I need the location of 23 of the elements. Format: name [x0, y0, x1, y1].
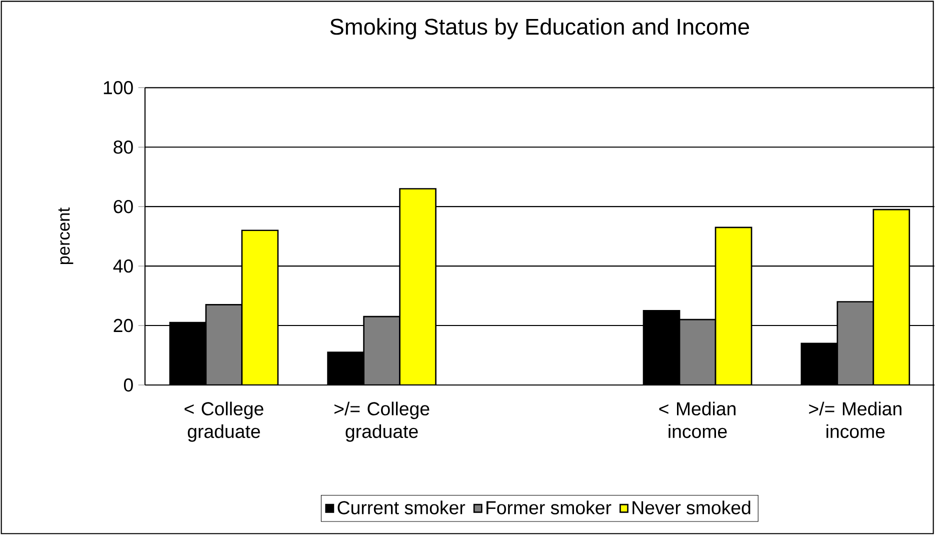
bar: [714, 226, 752, 385]
bar: [872, 208, 910, 385]
legend-label: Current smoker: [338, 500, 466, 514]
y-tick-label: 60: [114, 200, 133, 214]
x-tick-label: >/= College graduate: [334, 402, 430, 442]
bar: [678, 318, 716, 385]
legend-label: Never smoked: [632, 500, 750, 514]
x-tick-label: < Median income: [659, 402, 736, 438]
chart-title: Smoking Status by Education and Income: [330, 18, 750, 40]
x-tick-label: < College graduate: [184, 402, 264, 442]
bar: [205, 304, 243, 385]
y-tick-label: 0: [124, 378, 133, 392]
bar: [836, 301, 874, 385]
x-tick-label: >/= Median income: [809, 402, 902, 438]
y-tick-label: 80: [114, 140, 133, 154]
y-tick-label: 20: [114, 318, 133, 332]
bar: [241, 230, 279, 385]
bar: [399, 188, 436, 385]
y-tick-label: 100: [104, 81, 133, 94]
legend-label: Former smoker: [486, 500, 612, 514]
y-axis-title: percent: [58, 208, 74, 264]
y-tick-label: 40: [113, 259, 133, 273]
bar: [363, 316, 400, 385]
